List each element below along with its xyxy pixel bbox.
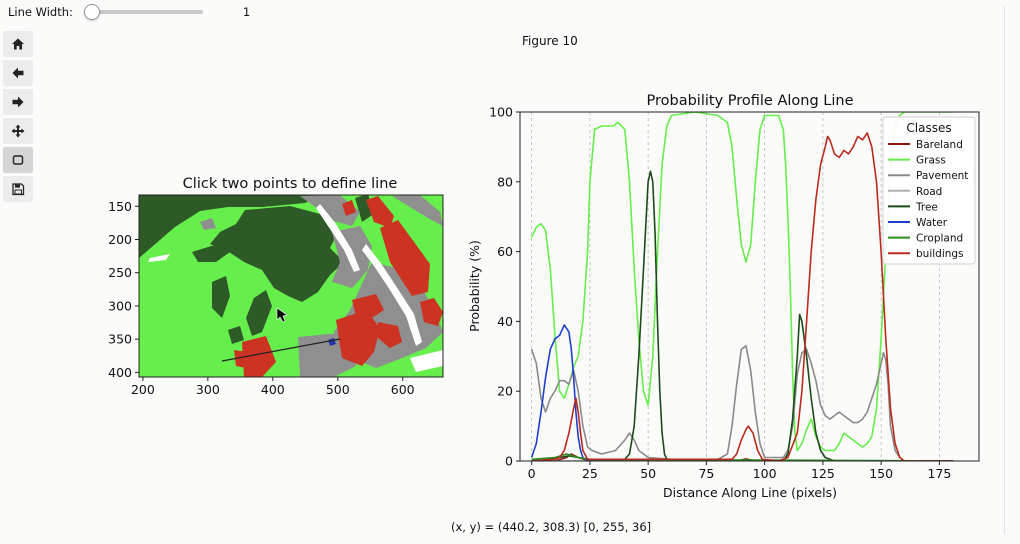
- series-line-grass: [530, 112, 954, 452]
- x-axis-label: Distance Along Line (pixels): [663, 485, 837, 500]
- x-tick-label: 25: [582, 466, 598, 481]
- image-ytick-label: 350: [108, 332, 132, 347]
- x-tick-label: 150: [869, 466, 893, 481]
- image-ytick-label: 250: [108, 265, 132, 280]
- image-xtick-label: 200: [131, 382, 155, 397]
- window-divider: [1004, 6, 1005, 534]
- pan-button[interactable]: [3, 118, 33, 144]
- legend-label: buildings: [916, 248, 964, 260]
- mouse-cursor-icon: [276, 307, 288, 323]
- series-lines: [530, 112, 954, 461]
- zoom-button[interactable]: [3, 147, 33, 173]
- x-tick-label: 125: [811, 466, 835, 481]
- series-line-buildings: [531, 132, 954, 461]
- image-axes-ticks: 200 300 400 500 600 150 200 250 300 350 400: [108, 199, 415, 397]
- image-ytick-label: 200: [108, 232, 132, 247]
- save-button[interactable]: [3, 176, 33, 202]
- plot-frame: [519, 111, 980, 462]
- forward-button[interactable]: [3, 89, 33, 115]
- x-tick-label: 75: [698, 466, 714, 481]
- line-width-slider-thumb[interactable]: [83, 4, 100, 20]
- legend-title: Classes: [906, 121, 951, 135]
- line-width-label: Line Width:: [8, 5, 73, 19]
- line-width-slider[interactable]: [83, 4, 203, 20]
- y-tick-label: 0: [505, 454, 513, 469]
- line-width-value: 1: [242, 5, 251, 19]
- y-tick-label: 100: [489, 105, 513, 120]
- profile-axes-ticks: 0 25 50 75 100 125 150 175 0 20 40 60 80 100: [489, 105, 951, 482]
- chart-title: Probability Profile Along Line: [647, 93, 854, 109]
- figure-title: Figure 10: [522, 34, 578, 48]
- image-xtick-label: 500: [326, 382, 350, 397]
- y-axis-label: Probability (%): [467, 240, 482, 332]
- x-tick-label: 50: [640, 466, 656, 481]
- legend-label: Cropland: [916, 233, 963, 245]
- distance-gridlines: [531, 112, 940, 461]
- y-tick-label: 80: [497, 174, 513, 189]
- segmentation-map: [139, 195, 443, 377]
- series-line-pavement: [530, 345, 954, 461]
- move-arrows-icon: [11, 124, 25, 138]
- y-tick-label: 60: [497, 244, 513, 259]
- arrow-right-icon: [12, 96, 24, 108]
- legend-label: Road: [916, 186, 942, 198]
- cursor-coordinates: (x, y) = (440.2, 308.3) [0, 255, 36]: [451, 520, 652, 534]
- zoom-rectangle-icon: [12, 155, 24, 165]
- x-tick-label: 0: [528, 466, 536, 481]
- y-tick-label: 20: [497, 384, 513, 399]
- line-width-control: Line Width: 1: [8, 2, 250, 22]
- y-tick-label: 40: [497, 314, 513, 329]
- image-xtick-label: 300: [196, 382, 220, 397]
- image-ytick-label: 400: [108, 365, 132, 380]
- image-xtick-label: 400: [261, 382, 285, 397]
- legend-label: Water: [916, 217, 948, 229]
- legend: Classes Bareland Grass Pavement Road Tree Wat…: [882, 116, 976, 265]
- plot-toolbar: [3, 31, 33, 205]
- image-ytick-label: 150: [108, 199, 132, 214]
- legend-label: Tree: [915, 201, 938, 213]
- legend-label: Bareland: [916, 139, 963, 151]
- back-button[interactable]: [3, 60, 33, 86]
- legend-label: Pavement: [916, 170, 968, 182]
- image-axes[interactable]: Click two points to define line: [108, 176, 444, 397]
- arrow-left-icon: [12, 67, 24, 79]
- x-tick-label: 175: [927, 466, 951, 481]
- home-button[interactable]: [3, 31, 33, 57]
- image-axes-title: Click two points to define line: [183, 176, 398, 192]
- image-xtick-label: 600: [391, 382, 415, 397]
- x-tick-label: 100: [753, 466, 777, 481]
- floppy-disk-icon: [12, 183, 25, 196]
- legend-label: Grass: [916, 155, 946, 167]
- series-line-water: [530, 324, 954, 461]
- profile-axes[interactable]: Probability Profile Along Line 0 25 50 75 10…: [467, 93, 980, 500]
- home-icon: [12, 38, 24, 50]
- profile-line: [221, 338, 341, 362]
- image-ytick-label: 300: [108, 298, 132, 313]
